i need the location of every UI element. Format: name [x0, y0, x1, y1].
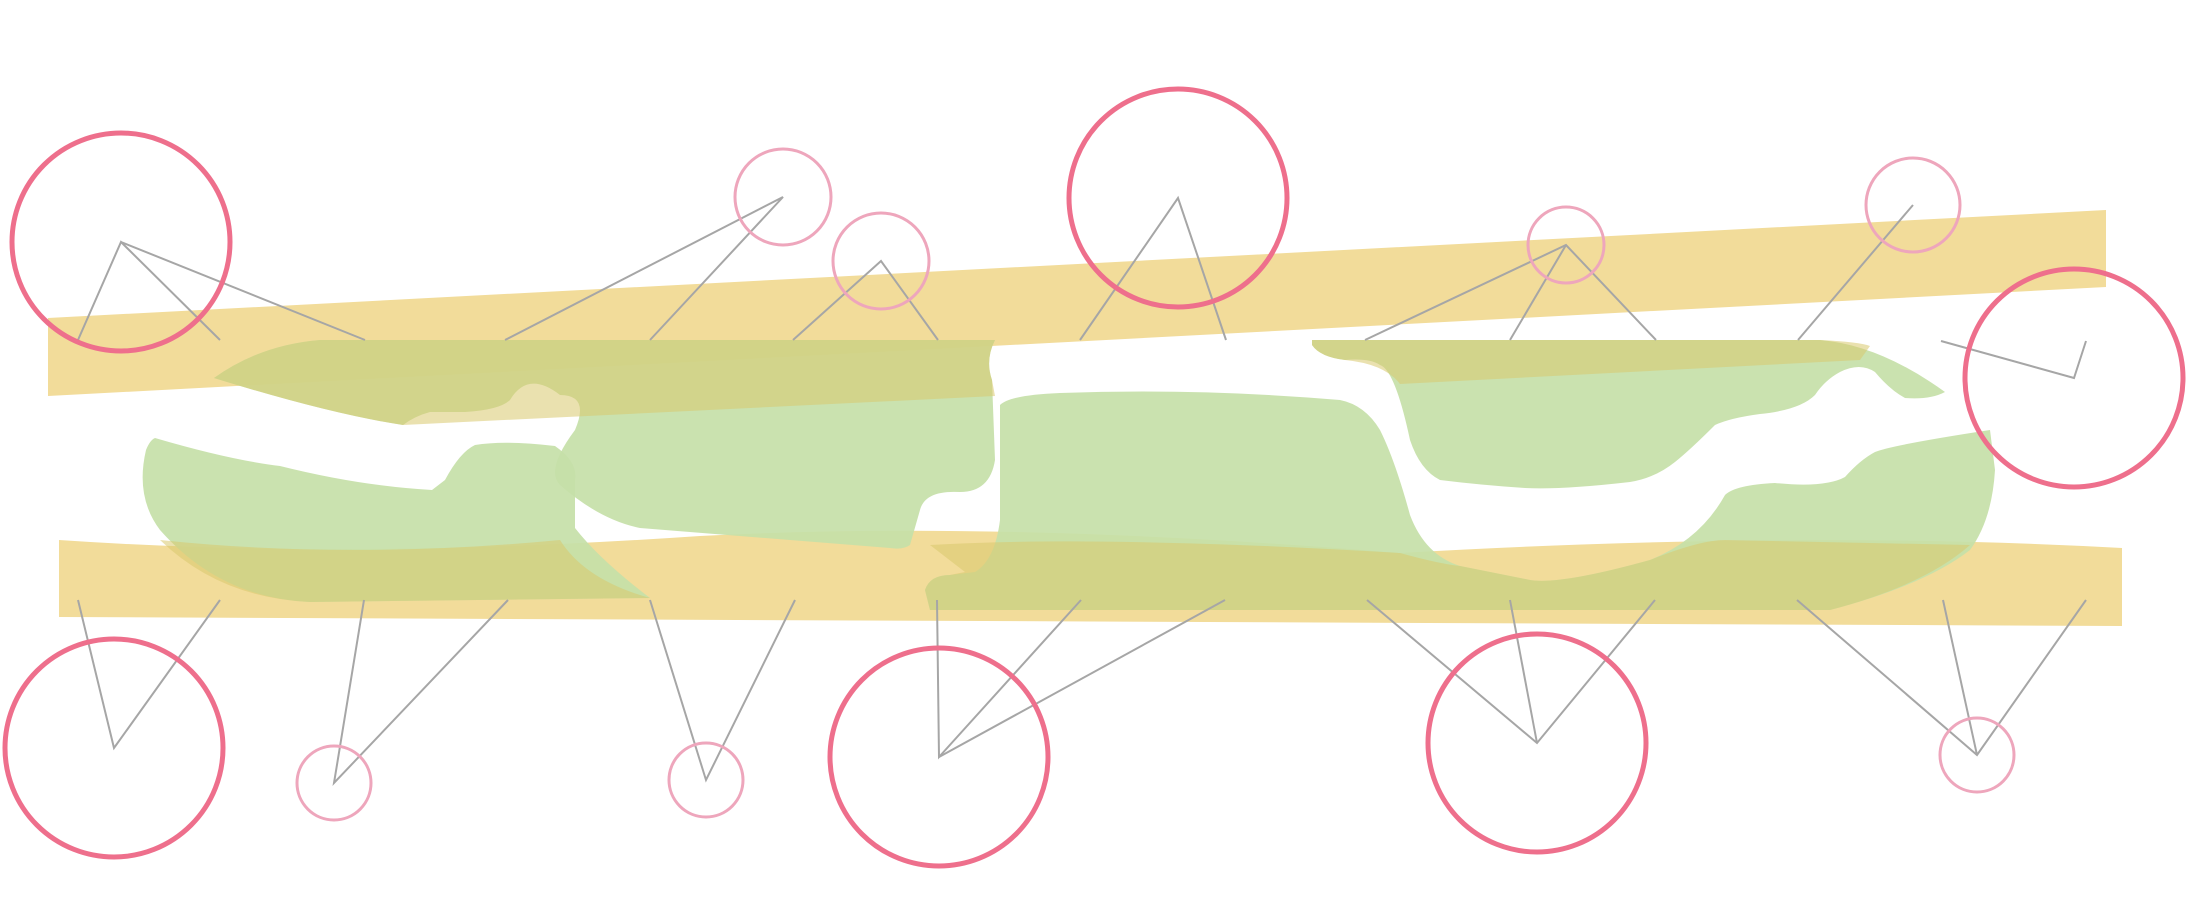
overlap-lower-left [160, 540, 650, 602]
connector-top-2 [504, 196, 784, 341]
overlap-upper-right [1312, 340, 1870, 384]
connector-bottom-2 [332, 599, 509, 787]
overlap-upper-left [214, 340, 995, 425]
node-top-5 [1526, 205, 1606, 285]
node-right [1962, 266, 2186, 490]
connector-top-5b [1509, 244, 1567, 341]
overlap-lower-right [925, 540, 1970, 610]
connector-bottom-4b [938, 599, 1226, 758]
node-top-4 [1066, 86, 1290, 310]
node-bottom-5 [1425, 631, 1649, 855]
connector-bottom-6b [1942, 599, 1978, 756]
connector-bottom-5b [1509, 599, 1538, 744]
node-bottom-6 [1938, 716, 2016, 794]
connector-right [1940, 340, 2087, 380]
overlap-regions [160, 340, 1970, 610]
node-top-6 [1864, 156, 1962, 254]
connectors [77, 195, 2087, 787]
node-bottom-3 [667, 741, 745, 819]
nodes [2, 86, 2186, 869]
connector-top-3 [792, 259, 939, 341]
connector-bottom-4a [936, 599, 1082, 760]
node-top-3 [831, 211, 931, 311]
connector-bottom-1 [77, 599, 221, 751]
connector-top-1b [120, 241, 366, 341]
node-top-2 [733, 147, 833, 247]
node-bottom-4 [827, 645, 1051, 869]
node-bottom-1 [2, 636, 226, 860]
connector-top-4 [1079, 195, 1227, 341]
node-bottom-2 [295, 744, 373, 822]
node-top-1 [9, 130, 233, 354]
connector-top-6 [1797, 204, 1914, 341]
connector-bottom-3 [649, 599, 796, 783]
